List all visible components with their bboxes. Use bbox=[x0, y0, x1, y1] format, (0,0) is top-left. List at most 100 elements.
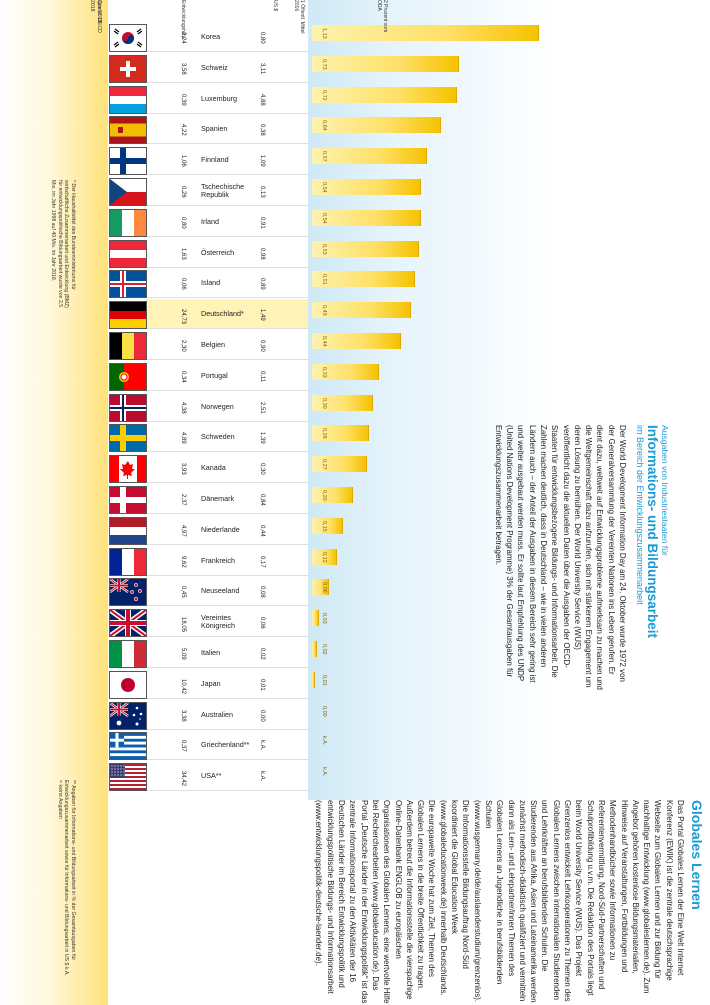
bar-label: 0,51 bbox=[321, 274, 327, 286]
sidebar-title: Globales Lernen bbox=[689, 800, 705, 910]
bar bbox=[312, 302, 411, 319]
edu-value: 3,11 bbox=[259, 62, 265, 75]
bar bbox=[312, 610, 319, 627]
edu-value: 0,91 bbox=[259, 216, 265, 229]
aid-value: 3,38 bbox=[180, 709, 186, 722]
bar bbox=[312, 394, 373, 411]
country-name: Kanada bbox=[201, 463, 226, 473]
country-name: Tschechische Republik bbox=[201, 182, 245, 199]
aid-value: 0,37 bbox=[180, 740, 186, 753]
edu-value: 1,39 bbox=[259, 432, 265, 445]
bar-label: 0,54 bbox=[321, 182, 327, 193]
edu-value: 1,49 bbox=[259, 309, 265, 321]
country-name: Portugal bbox=[201, 370, 228, 380]
header-dollar: US $ bbox=[272, 0, 278, 12]
bar-label: 0,03 bbox=[321, 613, 327, 624]
bar bbox=[312, 333, 401, 349]
country-name: Dänemark bbox=[201, 494, 235, 503]
bar-label: 1,13 bbox=[321, 28, 327, 39]
bar bbox=[312, 456, 367, 473]
bar-label: 0,02 bbox=[321, 644, 327, 655]
header-aid: Entwicklungshilfe bbox=[180, 0, 186, 39]
row-separator bbox=[145, 389, 308, 391]
bar bbox=[312, 148, 427, 165]
aid-value: 9,62 bbox=[180, 555, 186, 568]
flag-us-icon bbox=[109, 763, 147, 792]
aid-value: 18,05 bbox=[180, 617, 186, 633]
sidebar: Globales Lernen Das Portal Globales Lern… bbox=[313, 800, 706, 1005]
flag-se-icon bbox=[109, 424, 147, 453]
row-separator bbox=[145, 266, 308, 268]
bar-label: 0,28 bbox=[321, 428, 327, 440]
article-kicker: Ausgaben von Industriestaaten für bbox=[660, 425, 670, 556]
bar-label: 0,49 bbox=[321, 305, 327, 316]
flag-ch-icon bbox=[109, 54, 147, 83]
country-name: Österreich bbox=[201, 247, 235, 257]
bar bbox=[312, 363, 379, 380]
edu-value: 0,11 bbox=[259, 370, 265, 383]
flag-cz-icon bbox=[109, 178, 147, 206]
row-separator bbox=[145, 667, 308, 668]
bar bbox=[312, 425, 369, 442]
flag-be-icon bbox=[109, 332, 147, 360]
country-name: Belgien bbox=[201, 340, 225, 349]
aid-value: 3,93 bbox=[180, 463, 186, 475]
bar-label: k.A. bbox=[321, 736, 327, 746]
footnote-double-star: ** Angaben für Informations- und Bildung… bbox=[56, 780, 76, 976]
row-separator bbox=[145, 543, 308, 545]
edu-value: 2,51 bbox=[259, 401, 265, 414]
aid-value: 4,97 bbox=[180, 524, 186, 537]
edu-value: 0,13 bbox=[259, 186, 265, 198]
row-separator bbox=[145, 143, 308, 145]
aid-value: 24,73 bbox=[180, 309, 186, 325]
bar-label: 0,73 bbox=[321, 58, 327, 70]
row-separator bbox=[145, 112, 308, 114]
row-separator bbox=[145, 790, 308, 792]
country-name: Deutschland* bbox=[201, 309, 244, 319]
bar bbox=[312, 209, 421, 226]
bar-label: 0,08 bbox=[321, 582, 327, 594]
aid-value: 0,45 bbox=[180, 586, 186, 599]
article-subtitle: im Bereich der Entwicklungszusammenarbei… bbox=[635, 425, 645, 605]
country-name: Luxemburg bbox=[201, 93, 237, 103]
country-name: USA** bbox=[201, 771, 222, 781]
header-pct: 2 Prozent vom ODA bbox=[376, 0, 388, 33]
bar bbox=[312, 86, 457, 103]
footnote-star: * Der Haushaltstitel des Bundesministeri… bbox=[50, 180, 76, 309]
edu-value: 0,30 bbox=[259, 463, 265, 475]
sidebar-body: Das Portal Globales Lernen der Eine Welt… bbox=[314, 800, 686, 1004]
aid-value: 4,89 bbox=[180, 432, 186, 445]
aid-value: 0,34 bbox=[180, 370, 186, 383]
aid-value: 5,09 bbox=[180, 648, 186, 660]
flag-jp-icon bbox=[109, 670, 147, 699]
country-name: Vereintes Königreich bbox=[201, 613, 235, 631]
row-separator bbox=[145, 574, 308, 576]
aid-value: 0,39 bbox=[180, 93, 186, 106]
bar-label: 0,15 bbox=[321, 520, 327, 532]
left-gradient-band bbox=[0, 0, 108, 1005]
bar-label: 0,27 bbox=[321, 459, 327, 470]
bar-label: 0,64 bbox=[321, 120, 327, 132]
aid-value: 0,06 bbox=[180, 278, 186, 291]
row-separator bbox=[145, 328, 308, 330]
bar-label: k.A. bbox=[321, 767, 327, 777]
bar-label: 0,12 bbox=[321, 551, 327, 563]
bar-label: 0,72 bbox=[321, 89, 327, 101]
country-name: Niederlande bbox=[201, 524, 240, 534]
flag-ca-icon bbox=[109, 455, 147, 484]
flag-it-icon bbox=[109, 640, 147, 668]
flag-pt-icon bbox=[109, 362, 147, 391]
country-name: Finnland bbox=[201, 155, 229, 165]
country-name: Neuseeland bbox=[201, 586, 240, 596]
row-separator bbox=[145, 636, 308, 638]
flag-gb-icon bbox=[109, 609, 147, 638]
flag-lu-icon bbox=[109, 85, 147, 114]
edu-value: 0,01 bbox=[259, 678, 265, 691]
edu-value: 0,00 bbox=[259, 709, 265, 722]
edu-value: 0,17 bbox=[259, 555, 265, 568]
aid-value: 1,63 bbox=[180, 247, 186, 260]
row-separator bbox=[145, 451, 308, 453]
flag-au-icon bbox=[109, 701, 147, 730]
country-name: Norwegen bbox=[201, 401, 234, 411]
